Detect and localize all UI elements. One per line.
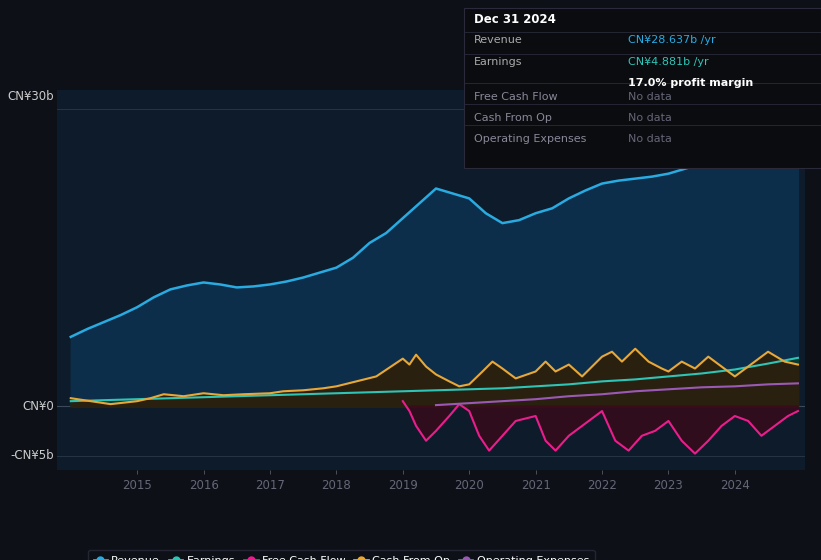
Text: Operating Expenses: Operating Expenses xyxy=(474,134,586,144)
Text: 17.0% profit margin: 17.0% profit margin xyxy=(628,78,754,88)
Text: CN¥0: CN¥0 xyxy=(22,400,53,413)
Text: CN¥4.881b /yr: CN¥4.881b /yr xyxy=(628,57,709,67)
Text: Revenue: Revenue xyxy=(474,35,522,45)
Text: No data: No data xyxy=(628,92,672,102)
Text: Earnings: Earnings xyxy=(474,57,522,67)
Text: Free Cash Flow: Free Cash Flow xyxy=(474,92,557,102)
Legend: Revenue, Earnings, Free Cash Flow, Cash From Op, Operating Expenses: Revenue, Earnings, Free Cash Flow, Cash … xyxy=(88,550,594,560)
Text: CN¥30b: CN¥30b xyxy=(7,90,53,102)
Text: CN¥28.637b /yr: CN¥28.637b /yr xyxy=(628,35,716,45)
Text: Dec 31 2024: Dec 31 2024 xyxy=(474,13,556,26)
Text: No data: No data xyxy=(628,113,672,123)
Text: No data: No data xyxy=(628,134,672,144)
Text: -CN¥5b: -CN¥5b xyxy=(10,449,53,462)
Text: Cash From Op: Cash From Op xyxy=(474,113,552,123)
